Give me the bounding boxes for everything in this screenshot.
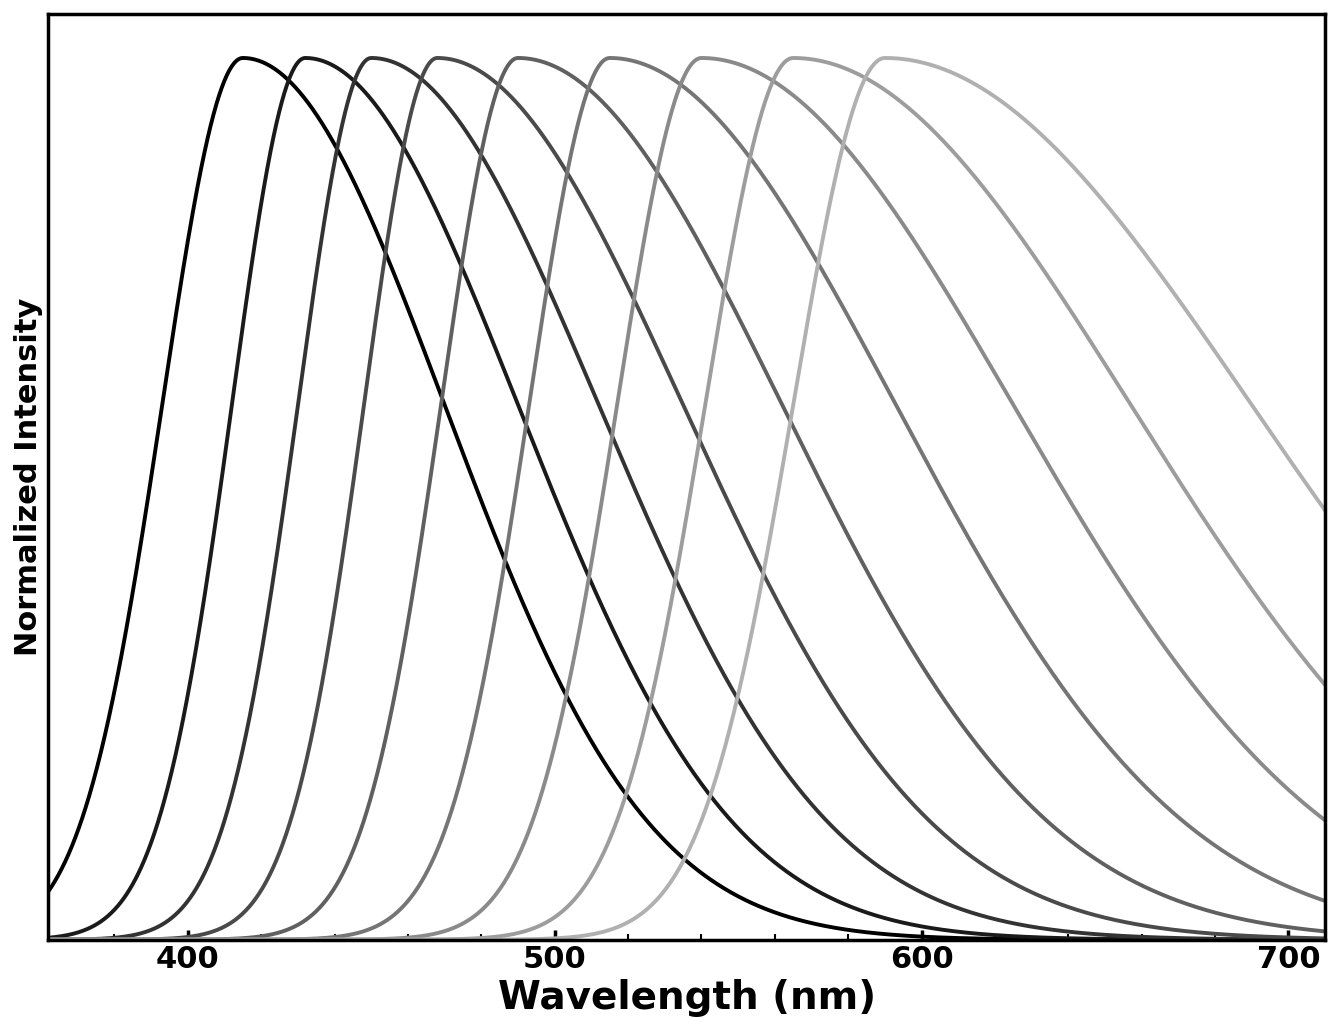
X-axis label: Wavelength (nm): Wavelength (nm) <box>498 979 876 1018</box>
Y-axis label: Normalized Intensity: Normalized Intensity <box>13 298 43 656</box>
